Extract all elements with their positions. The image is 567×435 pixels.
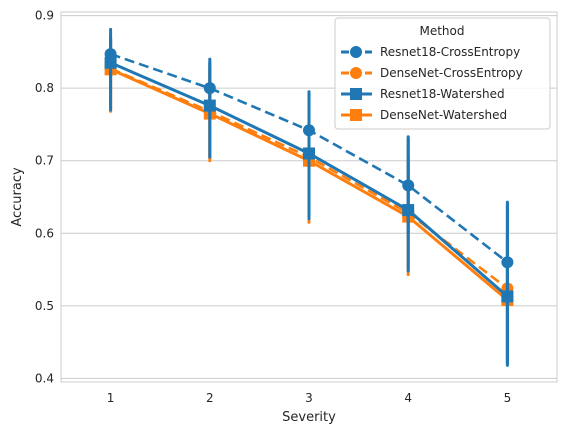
legend-item: Resnet18-Watershed <box>341 87 505 101</box>
y-tick-labels: 0.4 0.5 0.6 0.7 0.8 0.9 <box>35 9 54 386</box>
x-tick-label: 3 <box>305 391 313 405</box>
legend-item: Resnet18-CrossEntropy <box>341 45 520 59</box>
legend-label: Resnet18-CrossEntropy <box>380 45 520 59</box>
legend-label: Resnet18-Watershed <box>380 87 505 101</box>
legend-marker <box>350 67 362 79</box>
legend: Method Resnet18-CrossEntropy DenseNet-Cro… <box>334 17 551 130</box>
legend-marker <box>350 46 362 58</box>
data-point <box>104 56 117 69</box>
data-point <box>501 290 514 303</box>
legend-box <box>334 17 551 130</box>
y-tick-label: 0.4 <box>35 371 54 385</box>
y-axis-label: Accuracy <box>10 167 25 227</box>
plot-frame <box>60 11 558 383</box>
y-tick-label: 0.9 <box>35 9 54 23</box>
data-point <box>402 204 415 217</box>
legend-marker <box>350 88 362 100</box>
series-resnet18-watershed <box>104 37 514 367</box>
x-tick-label: 1 <box>107 391 115 405</box>
x-axis-label: Severity <box>282 410 336 425</box>
legend-marker <box>350 109 362 121</box>
legend-items: Resnet18-CrossEntropy DenseNet-CrossEntro… <box>341 45 523 122</box>
x-tick-label: 5 <box>504 391 512 405</box>
series-layer <box>104 27 514 367</box>
y-tick-label: 0.6 <box>35 226 54 240</box>
grid <box>61 15 557 379</box>
x-tick-labels: 1 2 3 4 5 <box>107 391 511 405</box>
data-point <box>203 99 216 112</box>
legend-label: DenseNet-Watershed <box>380 108 507 122</box>
y-tick-label: 0.5 <box>35 299 54 313</box>
legend-title: Method <box>419 24 464 38</box>
legend-label: DenseNet-CrossEntropy <box>380 66 523 80</box>
legend-item: DenseNet-Watershed <box>341 108 507 122</box>
x-tick-label: 4 <box>404 391 412 405</box>
x-tick-label: 2 <box>206 391 214 405</box>
legend-item: DenseNet-CrossEntropy <box>341 66 523 80</box>
y-tick-label: 0.8 <box>35 81 54 95</box>
data-point <box>303 147 315 160</box>
y-tick-label: 0.7 <box>35 154 54 168</box>
